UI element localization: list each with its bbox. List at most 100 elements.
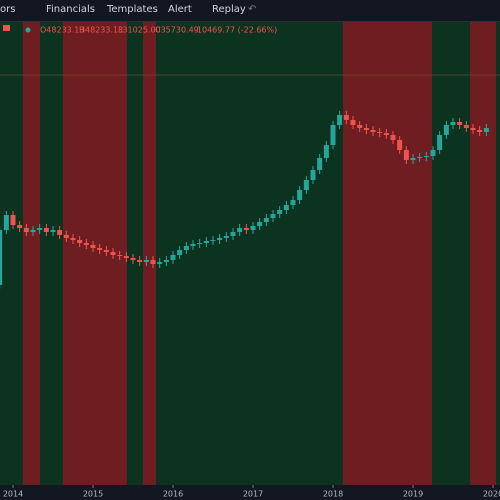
- candle-body: [70, 238, 76, 240]
- candle-body: [83, 243, 89, 245]
- candle-body: [297, 190, 303, 200]
- candle-body: [390, 135, 396, 140]
- candle-body: [270, 214, 276, 218]
- candle-body: [97, 248, 103, 250]
- red-region: [343, 22, 432, 485]
- toolbar-item[interactable]: Financials: [46, 4, 95, 15]
- candle-body: [170, 255, 176, 260]
- x-tick-label: 2015: [83, 490, 103, 499]
- candle-body: [243, 228, 249, 230]
- candle-body: [177, 250, 183, 255]
- candle-body: [283, 205, 289, 210]
- candle-body: [123, 256, 129, 258]
- candle-body: [230, 232, 236, 236]
- candle-body: [217, 238, 223, 240]
- flag-icon: [3, 25, 10, 31]
- candle-body: [357, 125, 363, 128]
- candle-body: [57, 230, 63, 235]
- candle-body: [63, 235, 69, 238]
- candle-body: [403, 150, 409, 160]
- candle-body: [417, 157, 423, 158]
- legend-low: L31025.00: [118, 26, 161, 35]
- candle-body: [450, 122, 456, 125]
- candle-body: [17, 225, 23, 228]
- candle-body: [223, 236, 229, 238]
- time-axis: [0, 485, 500, 500]
- candle-body: [343, 115, 349, 120]
- toolbar: ors Financials Templates Alert Replay ↶: [0, 0, 500, 22]
- x-tick-label: 2019: [403, 490, 423, 499]
- candle-body: [277, 210, 283, 214]
- toolbar-item[interactable]: ors: [0, 4, 16, 15]
- candle-body: [363, 128, 369, 130]
- candle-body: [257, 222, 263, 226]
- candle-body: [463, 125, 469, 128]
- x-tick-label: 2017: [243, 490, 263, 499]
- candle-body: [370, 130, 376, 132]
- candle-body: [37, 228, 43, 230]
- candle-body: [443, 125, 449, 135]
- candle-body: [430, 150, 436, 156]
- candle-body: [110, 252, 116, 255]
- candle-body: [383, 133, 389, 135]
- toolbar-item[interactable]: Alert: [168, 4, 192, 15]
- x-tick-label: 2020: [483, 490, 500, 499]
- legend-close: C35730.49: [155, 26, 199, 35]
- candle-body: [143, 260, 149, 262]
- candle-body: [477, 130, 483, 132]
- red-region: [470, 22, 496, 485]
- candle-body: [183, 246, 189, 250]
- candle-body: [290, 200, 296, 205]
- legend-high: H48233.13: [79, 26, 123, 35]
- candle-body: [90, 245, 96, 248]
- candle-body: [397, 140, 403, 150]
- candle-body: [317, 158, 323, 170]
- candle-body: [457, 122, 463, 125]
- candle-body: [117, 255, 123, 256]
- candle-body: [323, 145, 329, 158]
- candle-body: [163, 260, 169, 262]
- candle-body: [483, 128, 489, 132]
- candle-body: [330, 125, 336, 145]
- candle-body: [250, 226, 256, 230]
- x-tick-label: 2014: [3, 490, 23, 499]
- status-dot: [25, 27, 31, 33]
- candle-body: [137, 260, 143, 262]
- candle-body: [23, 228, 29, 232]
- candle-body: [197, 243, 203, 244]
- candle-body: [30, 230, 36, 232]
- candle-body: [130, 258, 136, 260]
- toolbar-item[interactable]: Replay: [212, 4, 246, 15]
- candle-body: [77, 240, 83, 243]
- candle-body: [337, 115, 343, 125]
- candle-body: [410, 158, 416, 160]
- candle-body: [377, 132, 383, 133]
- candle-body: [0, 230, 3, 285]
- candle-body: [303, 180, 309, 190]
- candle-body: [150, 260, 156, 264]
- red-region: [143, 22, 156, 485]
- x-tick-label: 2016: [163, 490, 183, 499]
- candle-body: [190, 244, 196, 246]
- candle-body: [437, 135, 443, 150]
- candle-body: [103, 250, 109, 252]
- candle-body: [50, 230, 56, 232]
- candle-body: [10, 215, 16, 225]
- chart: O48233.13 H48233.13 L31025.00 C35730.49 …: [0, 22, 500, 500]
- red-region: [23, 22, 40, 485]
- legend-change: -10469.77 (-22.66%): [194, 26, 277, 35]
- toolbar-item[interactable]: Templates: [107, 4, 158, 15]
- candle-body: [237, 228, 243, 232]
- undo-icon[interactable]: ↶: [248, 4, 257, 15]
- candle-body: [157, 262, 163, 264]
- candle-body: [3, 215, 9, 230]
- candle-body: [423, 156, 429, 157]
- red-region: [63, 22, 127, 485]
- candle-body: [43, 228, 49, 232]
- candle-body: [470, 128, 476, 130]
- candle-body: [210, 240, 216, 241]
- candle-body: [203, 241, 209, 243]
- x-tick-label: 2018: [323, 490, 343, 499]
- legend-open: O48233.13: [40, 26, 84, 35]
